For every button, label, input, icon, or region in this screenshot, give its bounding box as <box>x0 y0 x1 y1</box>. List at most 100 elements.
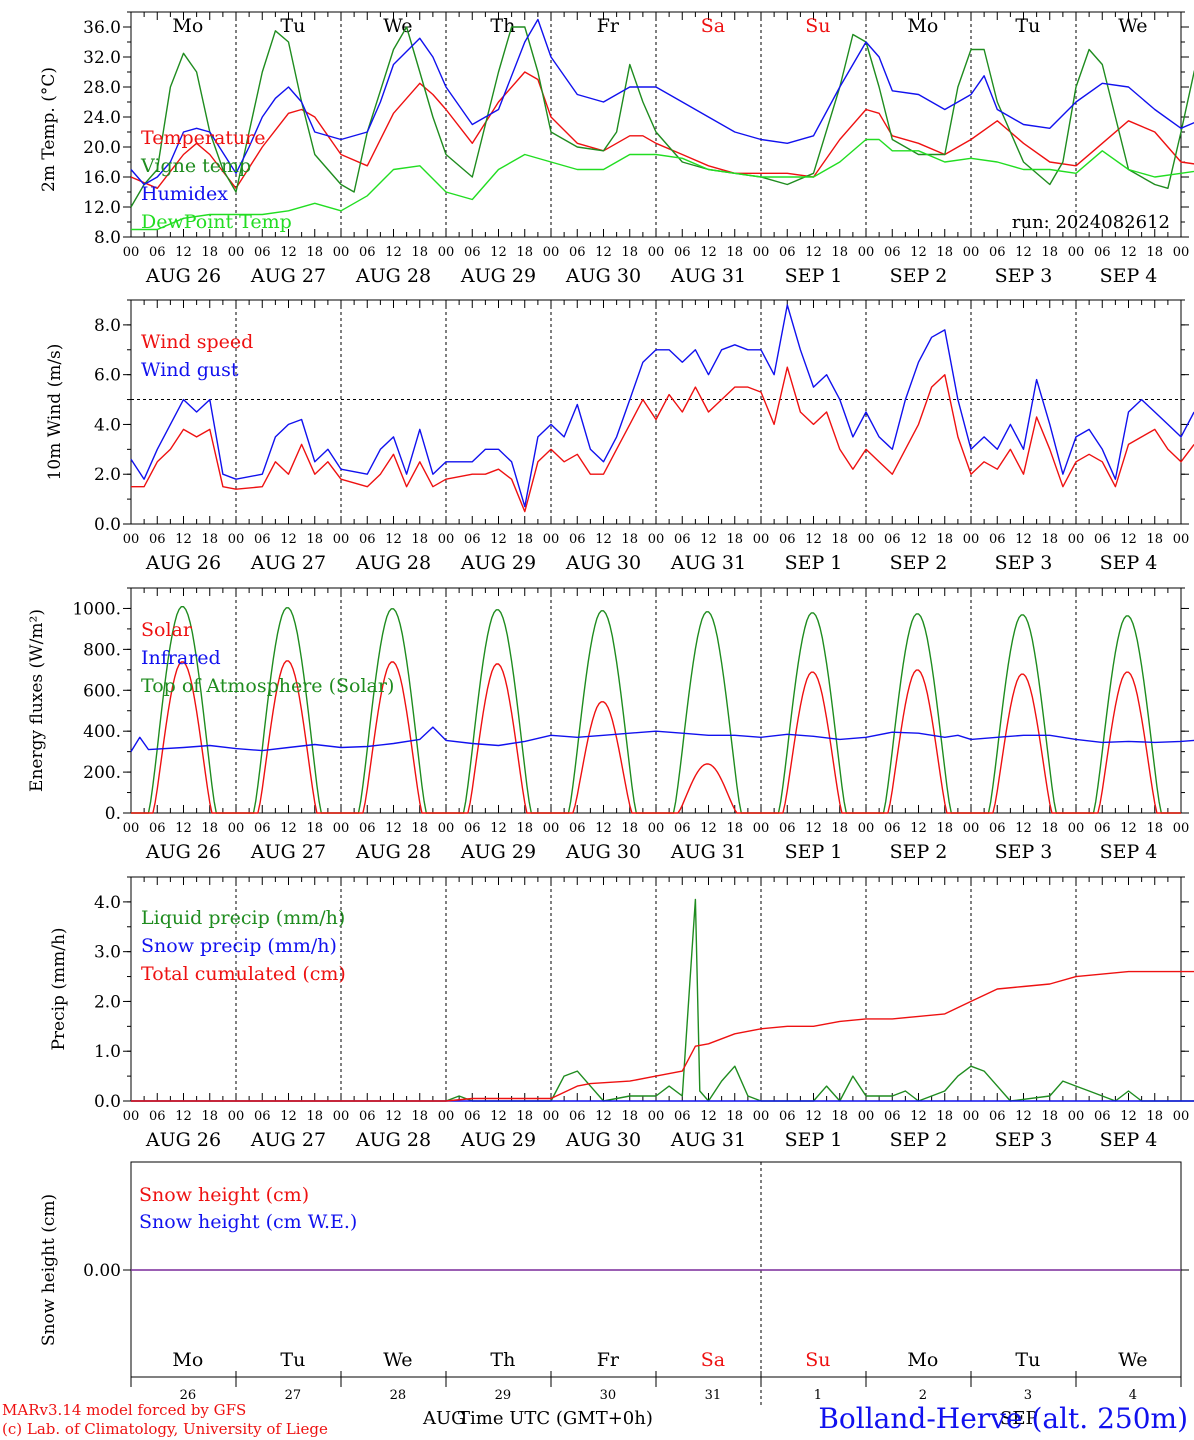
hour-tick-label: 00 <box>648 821 665 836</box>
series-line <box>130 304 1194 508</box>
hour-tick-label: 06 <box>884 532 901 547</box>
weekday-label: Tu <box>1015 1349 1040 1371</box>
date-label: AUG 28 <box>355 265 431 287</box>
hour-tick-label: 00 <box>753 821 770 836</box>
hour-tick-label: 00 <box>123 245 140 260</box>
hour-tick-label: 18 <box>201 245 218 260</box>
hour-tick-label: 06 <box>464 532 481 547</box>
date-label: AUG 29 <box>460 1129 536 1151</box>
date-label: SEP 2 <box>890 265 948 287</box>
date-label: SEP 3 <box>995 841 1053 863</box>
hour-tick-label: 06 <box>674 821 691 836</box>
date-label: SEP 4 <box>1100 265 1158 287</box>
hour-tick-label: 00 <box>333 532 350 547</box>
hour-tick-label: 12 <box>280 1109 297 1124</box>
hour-tick-label: 12 <box>910 532 927 547</box>
day-number-label: 31 <box>705 1388 722 1403</box>
hour-tick-label: 12 <box>805 1109 822 1124</box>
date-label: AUG 26 <box>145 1129 221 1151</box>
hour-tick-label: 06 <box>254 1109 271 1124</box>
hour-tick-label: 06 <box>1094 532 1111 547</box>
hour-tick-label: 06 <box>149 245 166 260</box>
hour-tick-label: 12 <box>385 1109 402 1124</box>
y-tick-label: 4.0 <box>94 893 121 913</box>
hour-tick-label: 12 <box>1015 532 1032 547</box>
hour-tick-label: 12 <box>595 245 612 260</box>
hour-tick-label: 00 <box>963 245 980 260</box>
date-label: SEP 4 <box>1100 552 1158 574</box>
date-label: AUG 27 <box>250 552 326 574</box>
series-line <box>131 970 1194 1102</box>
precip-panel: 00 06 12 18 00 06 12 18 00 06 12 18 00 06 12 18 00 06 12 18… <box>49 876 1194 1151</box>
series-line <box>131 366 1194 513</box>
legend-entry: Solar <box>141 619 193 641</box>
hour-tick-label: 12 <box>805 245 822 260</box>
legend-entry: DewPoint Temp <box>141 211 292 233</box>
date-label: AUG 27 <box>250 841 326 863</box>
hour-tick-label: 12 <box>385 532 402 547</box>
hour-tick-label: 00 <box>963 532 980 547</box>
legend-entry: Vigne temp <box>140 155 251 177</box>
hour-tick-label: 00 <box>438 245 455 260</box>
hour-tick-label: 00 <box>1068 1109 1085 1124</box>
hour-tick-label: 12 <box>490 1109 507 1124</box>
y-axis-label: 2m Temp. (°C) <box>39 67 59 192</box>
weekday-label: Th <box>490 1349 515 1371</box>
plot-frame <box>130 299 1182 525</box>
weekday-label: Tu <box>1015 15 1040 37</box>
legend-entry: Humidex <box>141 183 228 205</box>
hour-tick-label: 18 <box>1146 532 1163 547</box>
date-label: SEP 4 <box>1100 841 1158 863</box>
hour-tick-label: 06 <box>989 245 1006 260</box>
hour-tick-label: 12 <box>700 245 717 260</box>
date-label: AUG 28 <box>355 841 431 863</box>
series-line <box>130 26 1194 208</box>
hour-tick-label: 06 <box>254 245 271 260</box>
date-label: SEP 2 <box>890 841 948 863</box>
y-tick-label: 800. <box>83 640 121 660</box>
hour-tick-label: 12 <box>1015 821 1032 836</box>
weekday-label: Mo <box>907 15 938 37</box>
day-number-label: 1 <box>814 1388 822 1403</box>
hour-tick-label: 06 <box>884 821 901 836</box>
date-label: SEP 2 <box>890 552 948 574</box>
hour-tick-label: 18 <box>411 821 428 836</box>
hour-tick-label: 00 <box>1173 532 1190 547</box>
weekday-label: We <box>383 15 412 37</box>
hour-tick-label: 12 <box>700 1109 717 1124</box>
date-label: AUG 27 <box>250 1129 326 1151</box>
hour-tick-label: 18 <box>201 532 218 547</box>
hour-tick-label: 00 <box>648 532 665 547</box>
hour-tick-label: 18 <box>516 245 533 260</box>
hour-tick-label: 18 <box>621 245 638 260</box>
series-line <box>130 18 1194 186</box>
hour-tick-label: 18 <box>411 1109 428 1124</box>
hour-tick-label: 06 <box>989 821 1006 836</box>
hour-tick-label: 06 <box>1094 821 1111 836</box>
y-tick-label: 200. <box>83 763 121 783</box>
weekday-label: Tu <box>280 15 305 37</box>
time-axis-title: Time UTC (GMT+0h) <box>458 1408 653 1429</box>
date-label: AUG 26 <box>145 265 221 287</box>
series-line <box>130 726 1194 752</box>
hour-tick-label: 00 <box>858 245 875 260</box>
month-label-aug: AUG <box>422 1408 466 1429</box>
date-label: SEP 1 <box>785 552 843 574</box>
hour-tick-label: 06 <box>1094 245 1111 260</box>
hour-tick-label: 06 <box>464 245 481 260</box>
hour-tick-label: 12 <box>1120 821 1137 836</box>
hour-tick-label: 00 <box>858 1109 875 1124</box>
hour-tick-label: 00 <box>333 1109 350 1124</box>
hour-tick-label: 18 <box>1041 1109 1058 1124</box>
hour-tick-label: 18 <box>831 821 848 836</box>
hour-tick-label: 12 <box>700 532 717 547</box>
y-tick-label: 3.0 <box>94 943 121 963</box>
hour-tick-label: 00 <box>543 1109 560 1124</box>
hour-tick-label: 00 <box>1173 1109 1190 1124</box>
y-axis-label: Snow height (cm) <box>39 1194 59 1346</box>
day-number-label: 29 <box>495 1388 512 1403</box>
hour-tick-label: 12 <box>595 532 612 547</box>
y-tick-label: 400. <box>83 722 121 742</box>
day-number-label: 30 <box>600 1388 617 1403</box>
hour-tick-label: 12 <box>385 821 402 836</box>
